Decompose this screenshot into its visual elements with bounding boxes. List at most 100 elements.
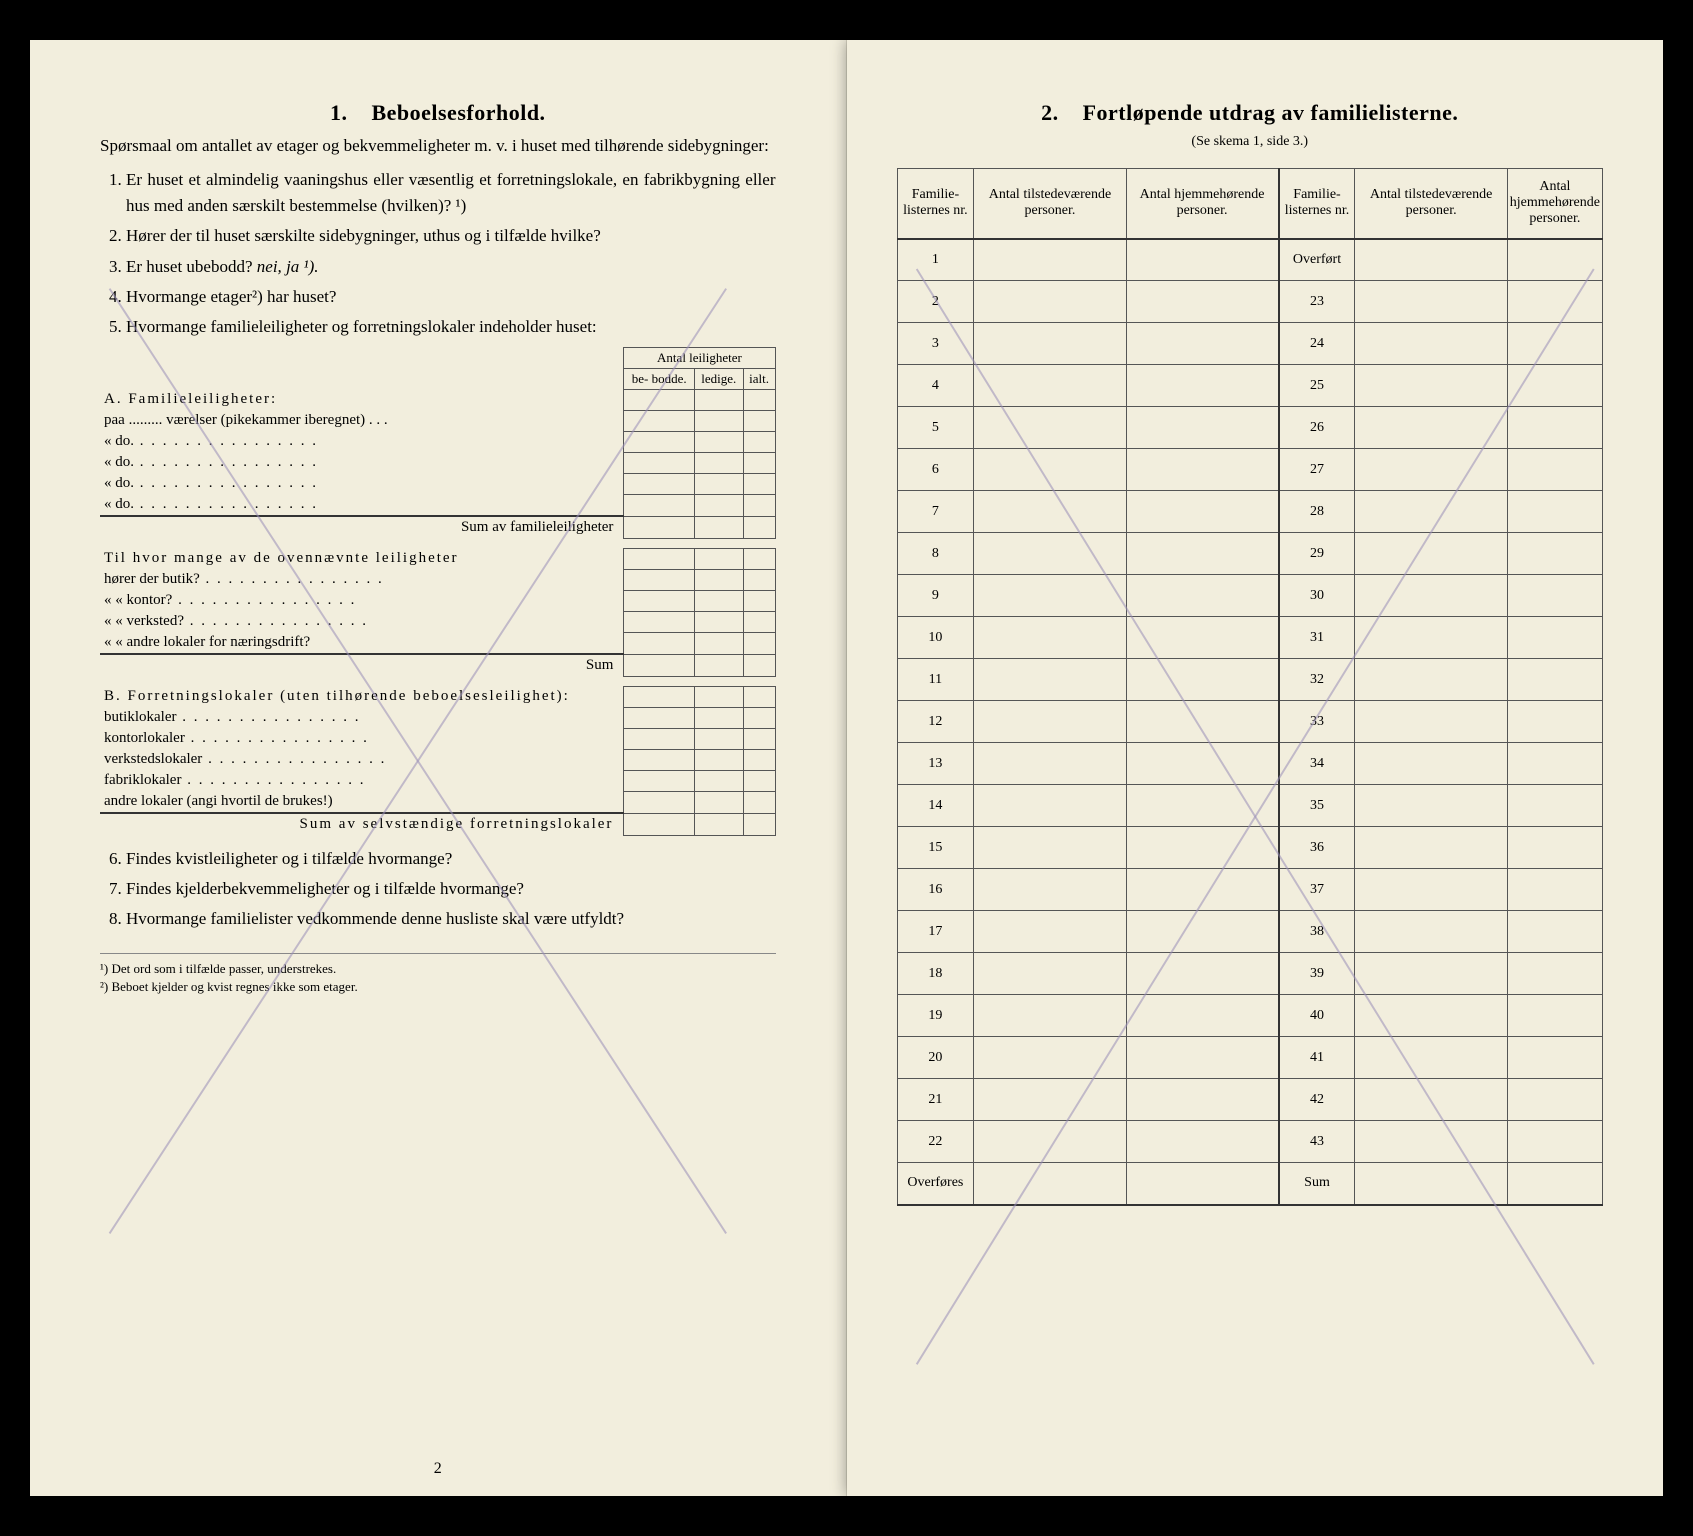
table-row: 26	[1279, 407, 1355, 449]
section-title-r: Fortløpende utdrag av familielisterne.	[1083, 100, 1459, 125]
intro-text: Spørsmaal om antallet av etager og bekve…	[100, 134, 776, 159]
table-row: 9	[897, 575, 974, 617]
table-row: 14	[897, 785, 974, 827]
left-page: 1. Beboelsesforhold. Spørsmaal om antall…	[30, 40, 847, 1496]
a-do-2: « do.	[100, 452, 624, 473]
table-row: 34	[1279, 743, 1355, 785]
a-do-1: « do.	[100, 431, 624, 452]
q3-prefix: Er huset ubebodd?	[126, 257, 253, 276]
q3-ja: ja ¹).	[286, 257, 318, 276]
table-row: 22	[897, 1121, 974, 1163]
til-verksted: « « verksted?	[100, 611, 624, 632]
table-row: 29	[1279, 533, 1355, 575]
table-row: 6	[897, 449, 974, 491]
a-sum: Sum av familieleiligheter	[100, 516, 624, 538]
table-row: 11	[897, 659, 974, 701]
table-row: 35	[1279, 785, 1355, 827]
table-row: 39	[1279, 953, 1355, 995]
q8: Hvormange familielister vedkommende denn…	[126, 906, 776, 932]
table-row: 28	[1279, 491, 1355, 533]
q6: Findes kvistleiligheter og i tilfælde hv…	[126, 846, 776, 872]
table-row: 1	[897, 239, 974, 281]
table-row: 4	[897, 365, 974, 407]
b-butik: butiklokaler	[100, 707, 624, 728]
col-c1: Familie- listernes nr.	[897, 169, 974, 239]
q7: Findes kjelderbekvemmeligheter og i tilf…	[126, 876, 776, 902]
col-ledige: ledige.	[694, 368, 743, 389]
table-row: 19	[897, 995, 974, 1037]
til-andre: « « andre lokaler for næringsdrift?	[100, 632, 624, 654]
table-row: 13	[897, 743, 974, 785]
table-row: 41	[1279, 1037, 1355, 1079]
col-c5: Antal tilstedeværende personer.	[1355, 169, 1507, 239]
overfores-label: Overføres	[897, 1163, 974, 1205]
document-spread: 1. Beboelsesforhold. Spørsmaal om antall…	[0, 0, 1693, 1536]
q4: Hvormange etager²) har huset?	[126, 284, 776, 310]
table-row: 38	[1279, 911, 1355, 953]
q1: Er huset et almindelig vaaningshus eller…	[126, 167, 776, 220]
q2: Hører der til huset særskilte sidebygnin…	[126, 223, 776, 249]
table-row: 31	[1279, 617, 1355, 659]
table-row: 25	[1279, 365, 1355, 407]
table-row: 42	[1279, 1079, 1355, 1121]
table-row: 32	[1279, 659, 1355, 701]
footnote-1: ¹) Det ord som i tilfælde passer, unders…	[100, 960, 776, 978]
col-c4: Familie- listernes nr.	[1279, 169, 1355, 239]
table-row: 3	[897, 323, 974, 365]
col-c6: Antal hjemmehørende personer.	[1507, 169, 1602, 239]
table-row: 21	[897, 1079, 974, 1121]
table-row: 2	[897, 281, 974, 323]
family-list-table: Familie- listernes nr. Antal tilstedevær…	[897, 168, 1604, 1206]
overfort-label: Overført	[1279, 239, 1355, 281]
q5: Hvormange familieleiligheter og forretni…	[126, 314, 776, 340]
col-bebodde: be- bodde.	[624, 368, 695, 389]
table-row: 40	[1279, 995, 1355, 1037]
sum-label: Sum	[1279, 1163, 1355, 1205]
section-title-text: Beboelsesforhold.	[371, 100, 545, 125]
b-andre: andre lokaler (angi hvortil de brukes!)	[100, 791, 624, 813]
question-list-2: Findes kvistleiligheter og i tilfælde hv…	[100, 846, 776, 933]
table-row: 24	[1279, 323, 1355, 365]
page-number-left: 2	[434, 1460, 442, 1478]
footnotes: ¹) Det ord som i tilfælde passer, unders…	[100, 953, 776, 996]
table-row: 7	[897, 491, 974, 533]
table-row: 10	[897, 617, 974, 659]
table-row: 37	[1279, 869, 1355, 911]
table-row: 20	[897, 1037, 974, 1079]
table-row: 36	[1279, 827, 1355, 869]
right-heading: 2. Fortløpende utdrag av familielisterne…	[897, 100, 1604, 126]
table-row: 12	[897, 701, 974, 743]
a-do-3: « do.	[100, 473, 624, 494]
question-list: Er huset et almindelig vaaningshus eller…	[100, 167, 776, 341]
section-number-r: 2.	[1041, 100, 1059, 125]
table-row: 16	[897, 869, 974, 911]
col-c2: Antal tilstedeværende personer.	[974, 169, 1126, 239]
b-sum: Sum av selvstændige forretningslokaler	[100, 813, 624, 835]
right-subtitle: (Se skema 1, side 3.)	[897, 134, 1604, 150]
b-fabrik: fabriklokaler	[100, 770, 624, 791]
til-kontor: « « kontor?	[100, 590, 624, 611]
til-butik: hører der butik?	[100, 569, 624, 590]
col-header-span: Antal leiligheter	[624, 347, 775, 368]
til-intro: Til hvor mange av de ovennævnte leilighe…	[100, 548, 624, 569]
col-ialt: ialt.	[743, 368, 775, 389]
q3: Er huset ubebodd? nei, ja ¹).	[126, 254, 776, 280]
table-row: 23	[1279, 281, 1355, 323]
a-do-4: « do.	[100, 494, 624, 516]
mini-table: Antal leiligheter be- bodde. ledige. ial…	[100, 347, 776, 836]
col-c3: Antal hjemmehørende personer.	[1126, 169, 1278, 239]
table-row: 33	[1279, 701, 1355, 743]
mini-table-wrap: Antal leiligheter be- bodde. ledige. ial…	[100, 347, 776, 836]
table-row: 5	[897, 407, 974, 449]
right-page: 2. Fortløpende utdrag av familielisterne…	[847, 40, 1664, 1496]
b-verksted: verkstedslokaler	[100, 749, 624, 770]
footnote-2: ²) Beboet kjelder og kvist regnes ikke s…	[100, 978, 776, 996]
q3-nei: nei,	[257, 257, 282, 276]
table-row: 15	[897, 827, 974, 869]
table-row: 27	[1279, 449, 1355, 491]
table-row: 18	[897, 953, 974, 995]
table-row: 8	[897, 533, 974, 575]
til-sum: Sum	[100, 654, 624, 676]
left-heading: 1. Beboelsesforhold.	[100, 100, 776, 126]
table-row: 30	[1279, 575, 1355, 617]
